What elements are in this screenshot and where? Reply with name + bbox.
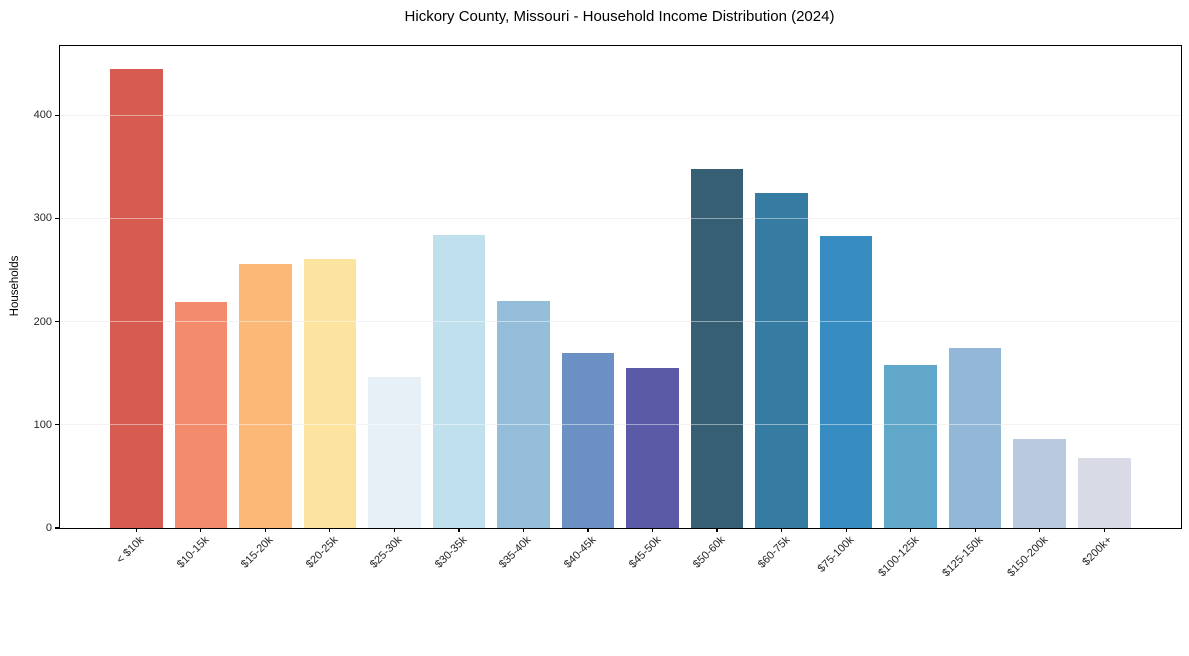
bar [819, 235, 873, 528]
bar [948, 348, 1002, 528]
y-tick-label: 100 [33, 418, 52, 431]
x-tick-label: $20-25k [303, 534, 341, 571]
y-tick-label: 300 [33, 212, 52, 225]
x-tick-mark [264, 528, 266, 532]
x-tick-mark [651, 528, 654, 532]
plot-area: 0 100 200 300 400 < $10k $10-15k $15-20k $20-25k… [34, 45, 1182, 579]
gridline [60, 217, 1181, 219]
plot-inner: 0 100 200 300 400 < $10k $10-15k $15-20k $20-25k… [34, 46, 1181, 579]
gridline [60, 424, 1181, 426]
x-tick-label: $10-15k [174, 534, 212, 571]
x-tick-mark [974, 528, 976, 532]
x-tick-mark [716, 528, 718, 532]
bar [174, 301, 228, 528]
y-tick-mark [55, 424, 60, 426]
x-tick-label: $100-125k [875, 534, 922, 580]
x-tick-label: $50-60k [690, 534, 728, 571]
bar [497, 300, 550, 528]
x-tick-label: $150-200k [1004, 534, 1051, 580]
bar [755, 192, 808, 528]
x-tick-label: $15-20k [239, 534, 276, 571]
gridline-overlay [60, 217, 1181, 219]
bar [432, 234, 486, 528]
x-tick-mark [1039, 528, 1041, 532]
y-tick-mark [55, 114, 60, 116]
bar [110, 68, 163, 528]
x-tick-label: $60-75k [755, 534, 793, 571]
y-tick-label: 200 [33, 315, 52, 328]
x-tick-label: $75-100k [815, 534, 857, 575]
bar [561, 352, 615, 528]
bar [1077, 457, 1131, 528]
x-tick-mark [393, 528, 395, 532]
bar [884, 364, 937, 528]
x-tick-label: $125-150k [940, 534, 986, 580]
y-tick-mark [55, 527, 60, 529]
chart-title: Hickory County, Missouri - Household Inc… [404, 8, 835, 25]
x-tick-mark [135, 528, 137, 532]
x-tick-label: $25-30k [368, 534, 405, 571]
y-tick-label: 400 [33, 109, 52, 122]
bar [1013, 439, 1066, 528]
x-tick-label: < $10k [114, 534, 147, 567]
x-tick-mark [845, 528, 847, 532]
x-tick-mark [781, 528, 783, 532]
bar [368, 377, 421, 528]
x-tick-label: $40-45k [561, 534, 599, 571]
y-tick-mark [55, 217, 60, 219]
x-tick-mark [522, 528, 525, 532]
gridline-overlay [60, 114, 1181, 116]
figure-root: Hickory County, Missouri - Household Inc… [9, 8, 1182, 580]
x-tick-mark [910, 528, 912, 532]
gridline-overlay [60, 321, 1181, 323]
x-tick-label: $35-40k [497, 534, 534, 571]
bar [239, 263, 292, 528]
bar [303, 258, 357, 528]
x-tick-mark [587, 528, 589, 532]
y-axis-label: Households [9, 255, 21, 317]
y-tick-label: 0 [45, 522, 52, 534]
gridline [60, 321, 1181, 323]
x-tick-mark [200, 528, 202, 532]
y-tick-mark [55, 320, 60, 323]
bar [690, 168, 744, 528]
x-tick-mark [1103, 528, 1105, 532]
gridline-overlay [60, 424, 1181, 426]
x-tick-mark [458, 528, 460, 532]
gridline [60, 114, 1181, 116]
x-tick-label: $45-50k [626, 534, 664, 571]
x-tick-label: $30-35k [432, 534, 470, 571]
x-tick-mark [329, 528, 331, 532]
bar [626, 368, 679, 528]
x-tick-label: $200k+ [1080, 534, 1115, 569]
